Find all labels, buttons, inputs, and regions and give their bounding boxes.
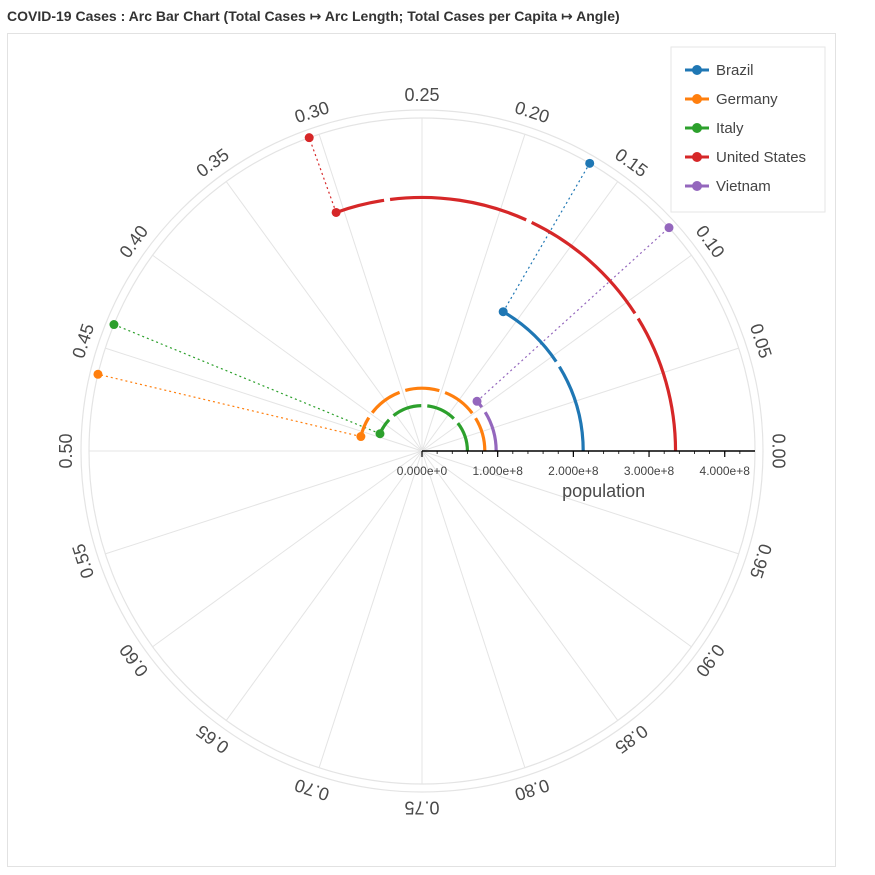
angular-tick-label: 0.15 bbox=[611, 144, 651, 181]
angular-tick-label: 0.70 bbox=[292, 775, 332, 805]
legend-item[interactable]: Germany bbox=[685, 91, 778, 108]
polar-grid bbox=[80, 109, 764, 793]
legend-item[interactable]: Vietnam bbox=[685, 178, 771, 195]
legend-label: Italy bbox=[716, 120, 744, 137]
grid-spoke bbox=[318, 450, 423, 768]
legend: Brazil Germany Italy United States Vietnam bbox=[670, 46, 826, 213]
arc-end-marker bbox=[331, 207, 341, 217]
angular-tick-label: 0.05 bbox=[746, 321, 776, 361]
angular-tick-label: 0.80 bbox=[512, 775, 552, 805]
grid-spoke bbox=[152, 450, 423, 648]
guide-line bbox=[308, 137, 337, 213]
legend-label: Vietnam bbox=[716, 178, 771, 195]
guide-line bbox=[476, 227, 670, 402]
legend-label: Germany bbox=[716, 91, 778, 108]
angular-tick-label: 0.85 bbox=[611, 721, 651, 758]
legend-swatch-dot bbox=[692, 94, 702, 104]
radial-tick-label: 4.000e+8 bbox=[700, 464, 751, 478]
grid-spoke bbox=[421, 181, 619, 452]
arc-end-marker bbox=[375, 429, 385, 439]
outer-marker bbox=[109, 320, 119, 330]
grid-spoke bbox=[421, 347, 739, 452]
grid-spoke bbox=[421, 450, 739, 555]
arc-bar bbox=[502, 310, 585, 452]
angular-tick-label: 0.90 bbox=[692, 640, 729, 680]
grid-spoke bbox=[105, 347, 423, 452]
arc-bar bbox=[378, 403, 470, 452]
arc-end-marker bbox=[472, 396, 482, 406]
arc-bars bbox=[331, 195, 678, 452]
angular-tick-label: 0.10 bbox=[692, 222, 729, 262]
arc-end-marker bbox=[356, 432, 366, 442]
grid-spoke bbox=[421, 450, 619, 721]
radial-tick-label: 0.000e+0 bbox=[397, 464, 448, 478]
guide-line bbox=[97, 373, 362, 438]
radial-axis-title: population bbox=[562, 481, 645, 501]
grid-spoke bbox=[225, 181, 423, 452]
angular-tick-label: 0.60 bbox=[115, 640, 152, 680]
grid-spoke bbox=[225, 450, 423, 721]
legend-item[interactable]: Italy bbox=[685, 120, 744, 137]
legend-label: United States bbox=[716, 149, 806, 166]
grid-spoke bbox=[421, 450, 526, 768]
radial-axis: 0.000e+0 1.000e+8 2.000e+8 3.000e+8 4.000e+8… bbox=[397, 450, 755, 501]
angular-tick-label: 0.95 bbox=[746, 541, 776, 581]
grid-spoke bbox=[421, 134, 526, 452]
grid-ring-outer bbox=[80, 109, 764, 793]
legend-swatch-dot bbox=[692, 123, 702, 133]
angular-tick-label: 0.20 bbox=[512, 97, 552, 127]
angular-tick-label: 0.50 bbox=[56, 433, 76, 468]
grid-spoke bbox=[421, 450, 692, 648]
angular-tick-label: 0.65 bbox=[193, 721, 233, 758]
legend-swatch-dot bbox=[692, 65, 702, 75]
angular-tick-label: 0.00 bbox=[768, 433, 788, 468]
legend-item[interactable]: United States bbox=[685, 149, 806, 166]
radial-tick-label: 2.000e+8 bbox=[548, 464, 599, 478]
legend-swatch-dot bbox=[692, 181, 702, 191]
chart-title: COVID-19 Cases : Arc Bar Chart (Total Ca… bbox=[7, 8, 620, 24]
guide-line bbox=[502, 163, 591, 313]
angular-tick-label: 0.55 bbox=[68, 541, 98, 581]
angular-tick-label: 0.25 bbox=[404, 85, 439, 105]
angular-tick-label: 0.35 bbox=[193, 144, 233, 181]
outer-marker bbox=[93, 369, 103, 379]
outer-marker bbox=[304, 133, 314, 143]
arc-bar bbox=[335, 195, 678, 452]
angular-tick-label: 0.30 bbox=[292, 97, 332, 127]
radial-tick-label: 3.000e+8 bbox=[624, 464, 675, 478]
legend-item[interactable]: Brazil bbox=[685, 62, 754, 79]
grid-spoke bbox=[421, 254, 692, 452]
arc-end-marker bbox=[498, 307, 508, 317]
guide-line bbox=[113, 323, 381, 435]
angular-tick-label: 0.40 bbox=[115, 222, 152, 262]
grid-spoke bbox=[152, 254, 423, 452]
legend-label: Brazil bbox=[716, 62, 754, 79]
outer-marker bbox=[664, 223, 674, 233]
legend-swatch-dot bbox=[692, 152, 702, 162]
angular-tick-label: 0.75 bbox=[404, 797, 439, 817]
outer-marker bbox=[585, 158, 595, 168]
arc-bar bbox=[359, 386, 487, 452]
chart-frame bbox=[7, 33, 836, 867]
grid-spoke bbox=[318, 134, 423, 452]
arc-bar bbox=[475, 400, 498, 452]
grid-spoke bbox=[105, 450, 423, 555]
guide-lines bbox=[93, 133, 674, 438]
angular-tick-label: 0.45 bbox=[68, 321, 98, 361]
radial-tick-label: 1.000e+8 bbox=[472, 464, 523, 478]
